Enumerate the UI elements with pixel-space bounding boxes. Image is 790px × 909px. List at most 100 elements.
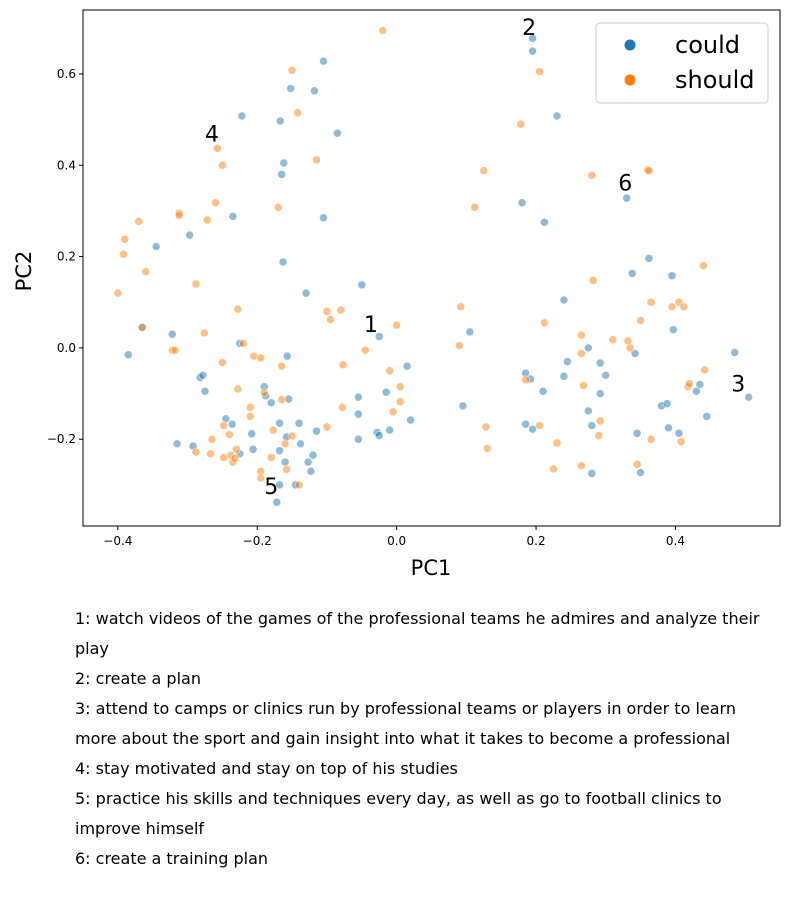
data-point-could xyxy=(744,392,753,402)
data-point-should xyxy=(388,407,398,417)
data-point-could xyxy=(124,350,133,360)
legend-box xyxy=(595,22,769,104)
data-point-could xyxy=(381,387,391,397)
data-point-should xyxy=(191,279,201,289)
data-point-should xyxy=(170,345,180,355)
x-tick-label: 0.4 xyxy=(666,534,685,548)
data-point-could xyxy=(312,426,321,436)
data-point-should xyxy=(239,339,248,348)
data-point-could xyxy=(636,468,645,477)
data-point-could xyxy=(584,343,593,353)
data-point-should xyxy=(287,431,297,441)
data-point-could xyxy=(632,429,642,438)
y-axis-title: PC2 xyxy=(12,251,36,292)
data-point-should xyxy=(256,353,266,363)
data-point-could xyxy=(296,439,305,449)
note-3: 3: attend to camps or clinics run by pro… xyxy=(75,699,736,748)
data-point-should xyxy=(535,421,544,430)
data-point-could xyxy=(385,425,394,435)
data-point-could xyxy=(667,271,677,281)
legend-marker-should xyxy=(624,74,636,86)
data-point-could xyxy=(669,325,678,334)
data-point-could xyxy=(465,327,475,337)
data-point-could xyxy=(540,218,549,227)
annotation-label: 2 xyxy=(522,16,536,41)
data-point-should xyxy=(280,439,290,449)
data-point-could xyxy=(357,280,367,290)
data-point-should xyxy=(588,276,598,285)
data-point-could xyxy=(622,193,631,203)
data-point-could xyxy=(595,358,605,368)
data-point-should xyxy=(336,305,346,315)
data-point-should xyxy=(113,288,123,298)
data-point-should xyxy=(273,202,283,212)
data-point-could xyxy=(306,466,316,476)
data-point-could xyxy=(286,84,296,93)
data-point-should xyxy=(360,345,370,355)
data-point-could xyxy=(172,439,182,449)
y-tick-label: 0.2 xyxy=(57,250,76,264)
y-axis-ticks: −0.2 0.0 0.2 0.4 0.6 xyxy=(47,67,83,446)
data-point-should xyxy=(294,480,304,490)
data-point-could xyxy=(601,371,611,380)
data-point-could xyxy=(664,423,673,433)
data-point-could xyxy=(354,392,363,402)
data-point-should xyxy=(632,460,642,469)
x-axis-ticks: −0.4 −0.2 0.0 0.2 0.4 xyxy=(103,526,685,548)
data-point-could xyxy=(517,198,527,208)
note-4: 4: stay motivated and stay on top of his… xyxy=(75,759,458,778)
data-point-should xyxy=(535,67,544,76)
data-point-could xyxy=(277,170,286,179)
data-point-could xyxy=(167,329,177,339)
data-point-should xyxy=(700,365,710,375)
x-axis-title: PC1 xyxy=(411,556,452,580)
data-points xyxy=(113,26,753,507)
data-point-could xyxy=(278,257,288,267)
data-point-could xyxy=(374,332,384,341)
data-point-could xyxy=(695,380,705,389)
note-5: 5: practice his skills and techniques ev… xyxy=(75,789,722,838)
data-point-could xyxy=(528,34,537,43)
data-point-should xyxy=(207,434,217,444)
data-point-should xyxy=(137,323,147,332)
data-point-should xyxy=(395,397,405,407)
data-point-should xyxy=(277,361,286,371)
data-point-could xyxy=(584,406,593,416)
data-point-should xyxy=(516,119,526,129)
data-point-should xyxy=(233,304,243,314)
legend: could should xyxy=(595,22,769,104)
data-point-should xyxy=(540,318,549,328)
data-point-could xyxy=(200,386,210,396)
data-point-should xyxy=(206,449,215,459)
data-point-could xyxy=(282,351,292,361)
annotation-label: 4 xyxy=(205,123,219,148)
y-tick-label: 0.6 xyxy=(57,67,76,81)
data-point-should xyxy=(119,250,128,259)
data-point-could xyxy=(458,401,468,411)
data-point-could xyxy=(247,429,256,439)
data-point-could xyxy=(275,480,284,490)
data-point-should xyxy=(455,341,464,350)
data-point-should xyxy=(312,155,321,165)
data-point-should xyxy=(232,444,241,454)
data-point-should xyxy=(577,349,586,358)
data-point-could xyxy=(303,457,313,467)
data-point-could xyxy=(702,412,712,421)
data-point-should xyxy=(211,198,220,208)
data-point-could xyxy=(630,349,640,358)
data-point-should xyxy=(277,395,286,404)
annotation-label: 5 xyxy=(264,475,278,500)
data-point-could xyxy=(674,429,684,438)
data-point-should xyxy=(608,335,618,344)
data-point-should xyxy=(245,412,255,421)
data-point-could xyxy=(559,295,569,305)
data-point-could xyxy=(406,415,415,425)
y-tick-label: 0.4 xyxy=(57,158,76,172)
note-1: 1: watch videos of the games of the prof… xyxy=(75,609,760,658)
data-point-should xyxy=(322,422,332,432)
data-point-should xyxy=(225,430,234,439)
scatter-plot: −0.4 −0.2 0.0 0.2 0.4 −0.2 0.0 0.2 0.4 0.6 1 2 3 4 5… xyxy=(12,9,781,580)
data-point-could xyxy=(272,497,282,507)
data-point-should xyxy=(218,358,227,367)
data-point-could xyxy=(279,158,289,168)
